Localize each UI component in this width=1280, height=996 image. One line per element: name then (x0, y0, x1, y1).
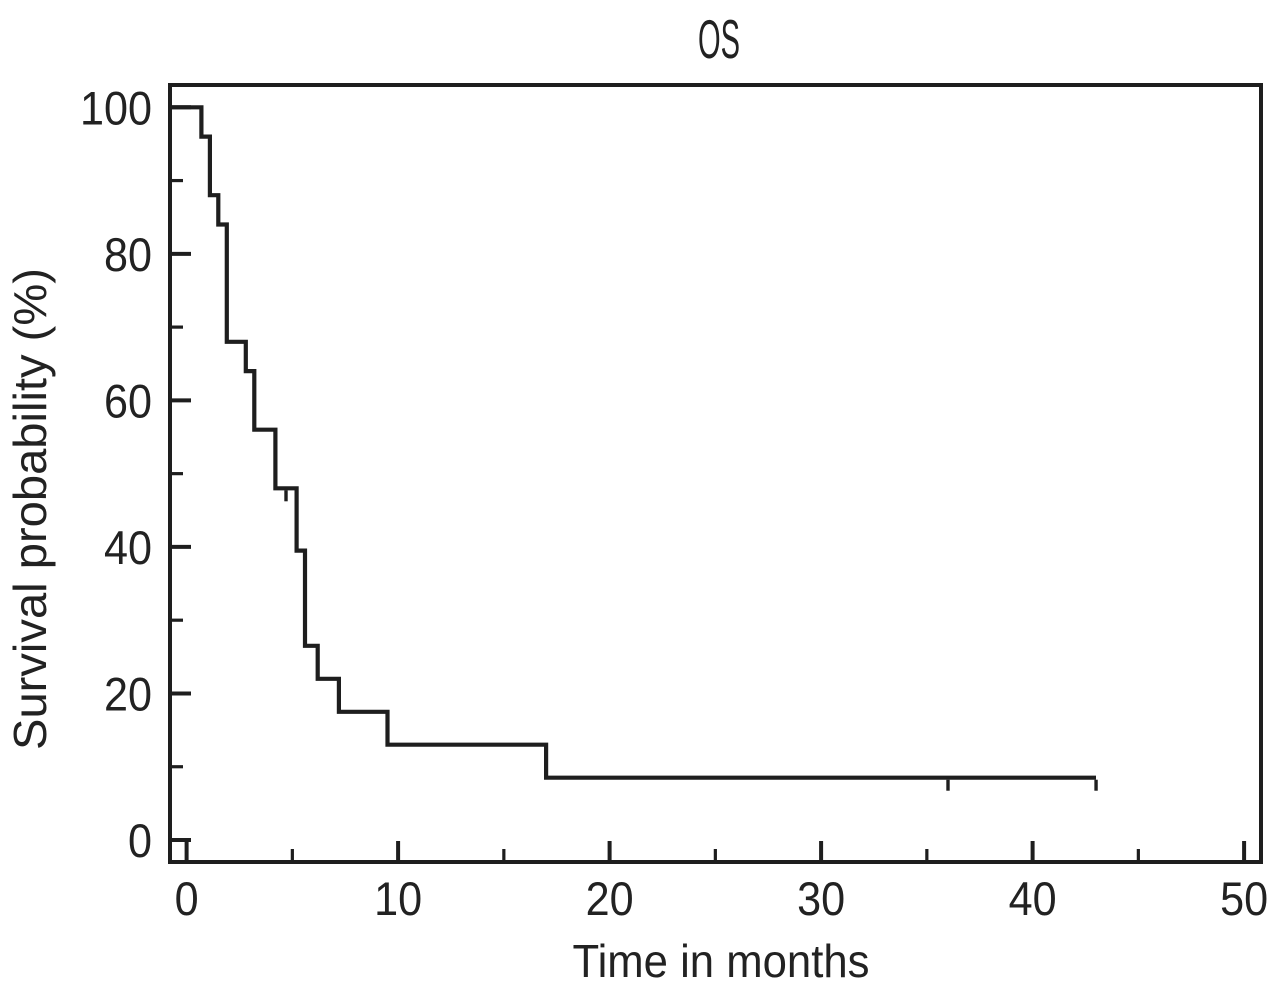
axis-ticks (172, 105, 1247, 860)
x-tick-label-10: 10 (374, 872, 422, 925)
x-tick-labels: 0 10 20 30 40 50 (175, 872, 1268, 925)
y-tick-label-40: 40 (104, 521, 152, 574)
survival-curve-os (170, 105, 1096, 780)
y-tick-label-60: 60 (104, 374, 152, 427)
y-tick-labels: 0 20 40 60 80 100 (80, 81, 152, 867)
plot-frame (168, 83, 1263, 864)
x-tick-label-0: 0 (175, 872, 199, 925)
y-tick-label-0: 0 (128, 814, 152, 867)
x-tick-label-30: 30 (797, 872, 845, 925)
chart-title: OS (698, 8, 740, 70)
x-tick-label-40: 40 (1009, 872, 1057, 925)
plot-frame-box (168, 83, 1263, 864)
y-tick-label-20: 20 (104, 667, 152, 720)
y-tick-label-80: 80 (104, 228, 152, 281)
survival-curve-group (170, 105, 1098, 791)
x-axis-title: Time in months (573, 935, 870, 987)
x-tick-label-50: 50 (1220, 872, 1268, 925)
y-axis-title: Survival probability (%) (4, 268, 56, 750)
y-tick-label-100: 100 (80, 81, 152, 134)
x-tick-label-20: 20 (586, 872, 634, 925)
